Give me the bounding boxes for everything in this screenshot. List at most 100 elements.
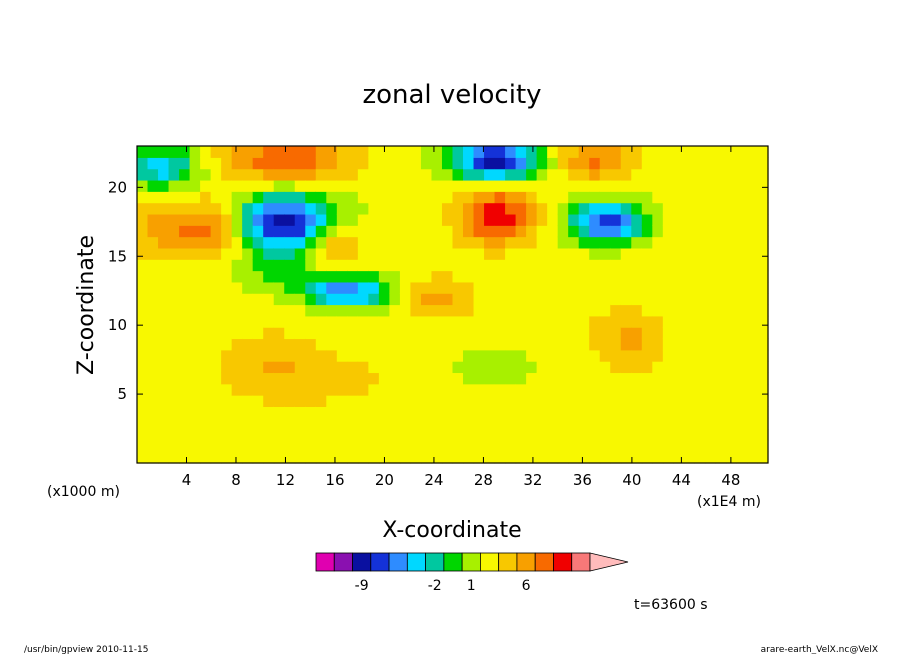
field-cell bbox=[536, 304, 548, 317]
field-cell bbox=[147, 349, 159, 362]
field-cell bbox=[526, 338, 538, 351]
field-cell bbox=[368, 225, 380, 238]
field-cell bbox=[484, 315, 496, 328]
field-cell bbox=[526, 191, 538, 204]
field-cell bbox=[189, 146, 201, 158]
field-cell bbox=[715, 395, 727, 407]
field-cell bbox=[315, 395, 327, 407]
field-cell bbox=[599, 338, 611, 351]
field-cell bbox=[505, 213, 517, 226]
field-cell bbox=[294, 361, 306, 374]
field-cell bbox=[273, 395, 285, 407]
field-cell bbox=[294, 327, 306, 340]
field-cell bbox=[410, 361, 422, 374]
field-cell bbox=[473, 304, 485, 317]
field-cell bbox=[599, 270, 611, 283]
field-cell bbox=[589, 338, 601, 351]
field-cell bbox=[683, 451, 695, 464]
field-cell bbox=[168, 395, 180, 407]
field-cell bbox=[547, 146, 559, 158]
field-cell bbox=[326, 338, 338, 351]
field-cell bbox=[746, 281, 759, 294]
field-cell bbox=[431, 259, 443, 272]
field-cell bbox=[221, 349, 233, 362]
field-cell bbox=[315, 372, 327, 385]
field-cell bbox=[221, 157, 233, 170]
field-cell bbox=[484, 338, 496, 351]
field-cell bbox=[526, 417, 538, 430]
field-cell bbox=[431, 281, 443, 294]
field-cell bbox=[231, 236, 243, 249]
field-cell bbox=[494, 157, 506, 170]
field-cell bbox=[315, 406, 327, 419]
field-cell bbox=[515, 429, 527, 441]
field-cell bbox=[294, 191, 306, 204]
field-cell bbox=[294, 429, 306, 441]
field-cell bbox=[210, 213, 222, 226]
field-cell bbox=[168, 293, 180, 306]
field-cell bbox=[273, 451, 285, 464]
field-cell bbox=[242, 361, 254, 374]
field-cell bbox=[515, 146, 527, 158]
field-cell bbox=[305, 179, 317, 192]
field-cell bbox=[757, 349, 769, 362]
field-cell bbox=[599, 395, 611, 407]
field-cell bbox=[294, 225, 306, 238]
field-cell bbox=[389, 247, 401, 260]
field-cell bbox=[336, 327, 348, 340]
field-cell bbox=[389, 179, 401, 192]
field-cell bbox=[210, 327, 222, 340]
field-cell bbox=[242, 191, 254, 204]
field-cell bbox=[631, 179, 643, 192]
field-cell bbox=[399, 304, 412, 317]
field-cell bbox=[441, 213, 454, 226]
field-cell bbox=[168, 372, 180, 385]
field-cell bbox=[578, 202, 590, 215]
field-cell bbox=[473, 429, 485, 441]
field-cell bbox=[252, 146, 264, 158]
field-cell bbox=[526, 349, 538, 362]
field-cell bbox=[326, 225, 338, 238]
field-cell bbox=[694, 146, 706, 158]
field-cell bbox=[389, 157, 401, 170]
field-cell bbox=[441, 451, 454, 464]
field-cell bbox=[452, 179, 464, 192]
field-cell bbox=[410, 349, 422, 362]
field-cell bbox=[547, 406, 559, 419]
field-cell bbox=[368, 191, 380, 204]
field-cell bbox=[221, 315, 233, 328]
field-cell bbox=[652, 372, 664, 385]
field-cell bbox=[263, 157, 275, 170]
field-cell bbox=[410, 315, 422, 328]
field-cell bbox=[620, 338, 632, 351]
field-cell bbox=[452, 270, 464, 283]
field-cell bbox=[452, 417, 464, 430]
field-cell bbox=[431, 146, 443, 158]
field-cell bbox=[725, 247, 738, 260]
field-cell bbox=[200, 451, 212, 464]
field-cell bbox=[326, 191, 338, 204]
field-cell bbox=[536, 406, 548, 419]
field-cell bbox=[662, 259, 674, 272]
field-cell bbox=[315, 191, 327, 204]
field-cell bbox=[578, 440, 590, 453]
field-cell bbox=[410, 429, 422, 441]
field-cell bbox=[179, 361, 191, 374]
field-cell bbox=[610, 338, 622, 351]
field-cell bbox=[420, 270, 433, 283]
field-cell bbox=[578, 417, 590, 430]
field-cell bbox=[252, 247, 264, 260]
field-cell bbox=[231, 259, 243, 272]
field-cell bbox=[137, 327, 149, 340]
field-cell bbox=[347, 157, 359, 170]
field-cell bbox=[189, 372, 201, 385]
field-cell bbox=[505, 417, 517, 430]
field-cell bbox=[589, 440, 601, 453]
field-cell bbox=[641, 225, 653, 238]
field-cell bbox=[662, 247, 674, 260]
field-cell bbox=[547, 417, 559, 430]
field-cell bbox=[147, 338, 159, 351]
field-cell bbox=[631, 315, 643, 328]
field-cell bbox=[221, 146, 233, 158]
